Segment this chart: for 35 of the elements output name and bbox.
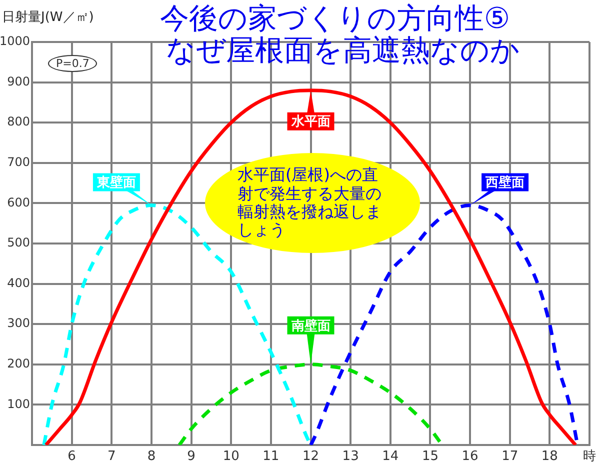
x-tick-label: 18 <box>541 449 558 464</box>
chart-title: 今後の家づくりの方向性⑤ <box>160 1 510 35</box>
y-tick-label: 900 <box>7 74 30 88</box>
y-tick-label: 400 <box>7 276 30 290</box>
series-label: 西壁面 <box>484 174 525 191</box>
x-tick-label: 17 <box>502 449 518 464</box>
ellipse-note: P=0.7 <box>48 55 98 72</box>
y-tick-label: 700 <box>7 155 30 170</box>
x-tick-label: 時 <box>583 449 596 464</box>
x-tick-label: 10 <box>222 449 240 464</box>
y-tick-label: 800 <box>7 114 30 129</box>
x-tick-label: 7 <box>108 449 116 464</box>
y-tick-label: 200 <box>7 356 30 371</box>
x-tick-label: 15 <box>422 449 438 464</box>
x-tick-label: 11 <box>262 449 280 464</box>
x-tick-label: 9 <box>187 449 196 464</box>
series-label: 東壁面 <box>96 174 136 191</box>
y-tick-label: 1000 <box>0 34 30 48</box>
y-axis-title: 日射量J(W／㎡) <box>2 9 94 26</box>
y-tick-label: 100 <box>7 396 30 411</box>
y-tick-label: 600 <box>7 195 30 210</box>
y-tick-label: 300 <box>7 316 30 330</box>
x-tick-label: 16 <box>462 449 478 464</box>
y-tick-label: 500 <box>7 236 30 250</box>
x-tick-label: 13 <box>342 449 359 464</box>
x-tick-label: 8 <box>147 449 156 464</box>
annotation: 水平面(屋根)への直射で発生する大量の輻射熱を撥ね返しましょう <box>238 165 382 240</box>
line-series <box>44 88 578 445</box>
x-tick-label: 14 <box>382 449 399 464</box>
series-label: 水平面 <box>290 114 330 130</box>
x-tick-label: 12 <box>302 449 320 464</box>
chart-subtitle: なぜ屋根面を高遮熱なのか <box>166 33 520 67</box>
text: 南壁面 <box>290 318 330 334</box>
x-tick-label: 6 <box>68 449 76 464</box>
ellipse-note: 水平面(屋根)への直射で発生する大量の輻射熱を撥ね返しましょう <box>205 153 420 253</box>
